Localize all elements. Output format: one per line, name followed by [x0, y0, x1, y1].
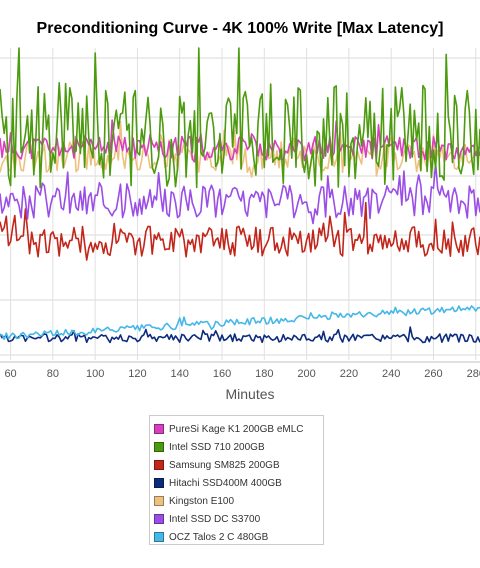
legend-swatch: [154, 496, 164, 506]
legend-label: Intel SSD DC S3700: [169, 513, 261, 525]
legend-swatch: [154, 460, 164, 470]
x-tick-labels: 60 80 100 120 140 160 180 200 220 240 260 280: [4, 368, 480, 380]
legend-item: OCZ Talos 2 C 480GB: [154, 528, 323, 546]
legend-swatch: [154, 478, 164, 488]
legend-label: OCZ Talos 2 C 480GB: [169, 531, 269, 543]
legend-swatch: [154, 424, 164, 434]
legend-item: Intel SSD 710 200GB: [154, 438, 323, 456]
series-group: [0, 47, 480, 344]
x-tick-label: 140: [171, 368, 189, 380]
x-tick-label: 60: [4, 368, 16, 380]
legend-swatch: [154, 514, 164, 524]
legend-item: Samsung SM825 200GB: [154, 456, 323, 474]
x-tick-label: 260: [424, 368, 442, 380]
x-tick-label: 200: [297, 368, 315, 380]
x-tick-label: 160: [213, 368, 231, 380]
legend-label: PureSi Kage K1 200GB eMLC: [169, 423, 304, 435]
legend-swatch: [154, 532, 164, 542]
legend-swatch: [154, 442, 164, 452]
chart-title: Preconditioning Curve - 4K 100% Write [M…: [36, 20, 444, 37]
series-line-2: [0, 201, 480, 261]
legend-item: PureSi Kage K1 200GB eMLC: [154, 420, 323, 438]
legend-label: Hitachi SSD400M 400GB: [169, 477, 282, 489]
x-tick-label: 280: [467, 368, 480, 380]
x-tick-label: 240: [382, 368, 400, 380]
legend: PureSi Kage K1 200GB eMLC Intel SSD 710 2…: [149, 415, 324, 545]
series-line-1: [0, 47, 480, 189]
series-line-5: [0, 162, 480, 225]
plot-area: 60 80 100 120 140 160 180 200 220 240 260 280: [0, 47, 480, 380]
series-line-3: [0, 326, 480, 344]
legend-item: Kingston E100: [154, 492, 323, 510]
x-tick-label: 120: [128, 368, 146, 380]
legend-label: Kingston E100: [169, 495, 235, 507]
legend-item: Hitachi SSD400M 400GB: [154, 474, 323, 492]
x-axis-label: Minutes: [225, 386, 275, 402]
legend-label: Samsung SM825 200GB: [169, 459, 280, 471]
series-line-6: [0, 305, 480, 341]
x-tick-label: 100: [86, 368, 104, 380]
legend-label: Intel SSD 710 200GB: [169, 441, 265, 453]
x-tick-label: 220: [340, 368, 358, 380]
x-tick-label: 80: [47, 368, 59, 380]
x-tick-label: 180: [255, 368, 273, 380]
legend-item: Intel SSD DC S3700: [154, 510, 323, 528]
